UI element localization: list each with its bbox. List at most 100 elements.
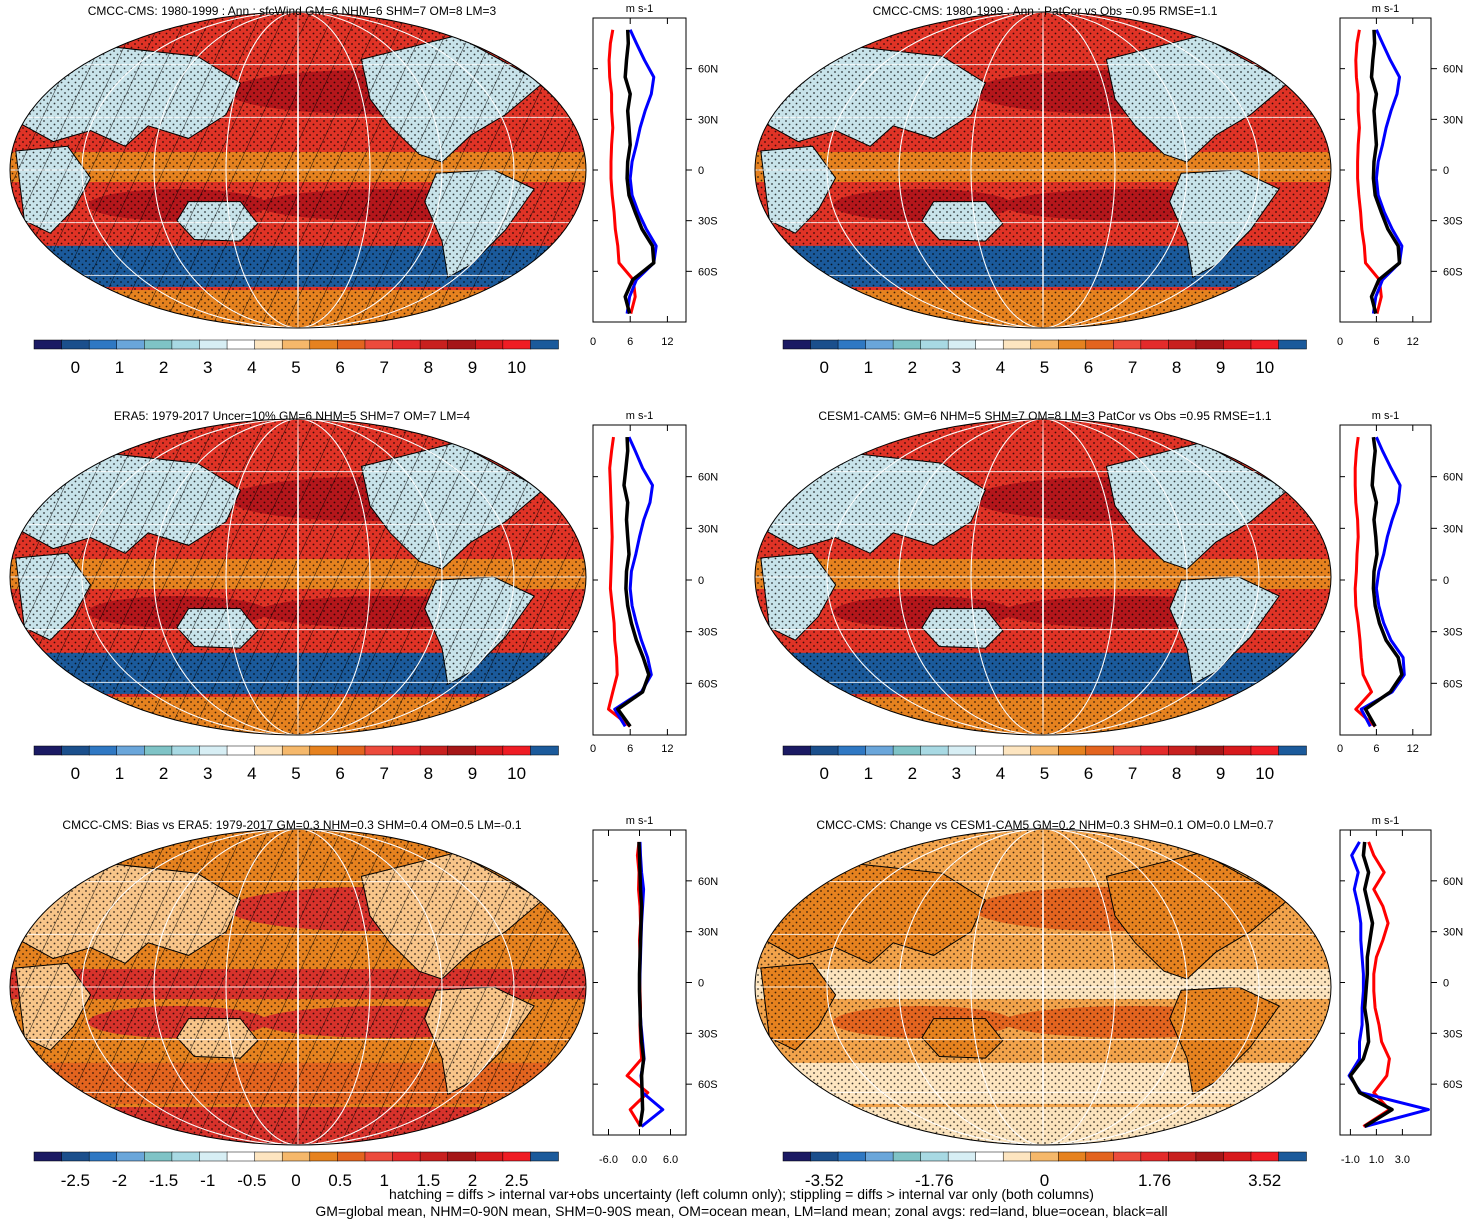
- colorbar-swatch: [337, 745, 366, 756]
- panel-title-2: CMCC-CMS: 1980-1999 : Ann : PatCor vs Ob…: [873, 4, 1218, 18]
- colorbar-swatch: [1168, 339, 1197, 350]
- colorbar-swatch: [1195, 1151, 1225, 1162]
- colorbar-label: 2: [468, 1171, 477, 1190]
- meridian-line: [1042, 829, 1044, 1145]
- zonal-units-label: m s-1: [626, 410, 654, 422]
- colorbar-swatch: [309, 745, 339, 756]
- zonal-plot-1: m s-1 60N 30N 0 30S 60S 0 6 12: [590, 3, 718, 348]
- lat-tick-label: 30N: [1443, 927, 1463, 939]
- zonal-line-land: [607, 436, 632, 728]
- colorbar-swatch: [1278, 339, 1307, 350]
- colorbar-swatch: [837, 339, 867, 350]
- colorbar-swatch: [1140, 1151, 1170, 1162]
- colorbar-swatch: [810, 745, 839, 756]
- meridian-line: [970, 12, 1116, 328]
- colorbar-swatch: [392, 745, 421, 756]
- lat-tick-label: 30N: [698, 927, 718, 939]
- colorbar-swatch: [309, 339, 339, 350]
- colorbar-swatch: [419, 745, 449, 756]
- colorbar-swatch: [1058, 339, 1087, 350]
- colorbar-swatch: [226, 745, 256, 756]
- colorbar-swatch: [309, 1151, 339, 1162]
- colorbar-label: 1: [864, 764, 873, 783]
- colorbar-label: 2.5: [505, 1171, 529, 1190]
- colorbar-swatch: [88, 745, 118, 756]
- colorbar-swatch: [892, 339, 922, 350]
- meridian-line: [153, 12, 443, 328]
- footer-line-1: hatching = diffs > internal var+obs unce…: [389, 1186, 1094, 1202]
- zonal-line-land: [1354, 29, 1383, 314]
- meridian-line: [297, 12, 299, 328]
- colorbar-label: 0: [820, 358, 829, 377]
- meridian-line: [826, 419, 1260, 735]
- colorbar-swatch: [447, 745, 477, 756]
- colorbar-label: 4: [996, 764, 1005, 783]
- map-outline: [9, 828, 587, 1146]
- colorbar-swatch: [447, 339, 477, 350]
- colorbar-swatch: [865, 339, 894, 350]
- zonal-line-ocean: [1359, 436, 1406, 728]
- colorbar-swatch: [392, 339, 421, 350]
- x-tick-label: 0: [590, 743, 596, 755]
- colorbar-label: 7: [380, 358, 389, 377]
- colorbar-swatch: [419, 1151, 449, 1162]
- colorbar-swatch: [61, 1151, 90, 1162]
- colorbar-swatch: [1278, 1151, 1307, 1162]
- colorbar-label: 1.76: [1138, 1171, 1171, 1190]
- panel-title-4: CESM1-CAM5: GM=6 NHM=5 SHM=7 OM=8 LM=3 P…: [818, 409, 1271, 423]
- colorbar-label: 1: [115, 358, 124, 377]
- lat-tick-label: 30N: [1443, 114, 1463, 126]
- map-outline: [754, 418, 1332, 736]
- zonal-plot-6: m s-1 60N 30N 0 30S 60S -1.0 1.0 3.0: [1339, 815, 1463, 1166]
- colorbar-label: 0: [71, 764, 80, 783]
- colorbar-swatch: [1113, 339, 1142, 350]
- colorbar-6: -3.52 -1.76 0 1.76 3.52: [782, 1151, 1307, 1190]
- map-outline: [754, 828, 1332, 1146]
- colorbar-swatch: [226, 1151, 256, 1162]
- colorbar-swatch: [171, 745, 201, 756]
- colorbar-label: 6: [1084, 764, 1093, 783]
- meridian-line: [81, 12, 515, 328]
- colorbar-swatch: [1140, 745, 1170, 756]
- zonal-line-all: [1363, 436, 1404, 728]
- colorbar-swatch: [33, 745, 63, 756]
- x-tick-label: 12: [661, 336, 673, 348]
- colorbar-swatch: [975, 1151, 1004, 1162]
- x-tick-label: 6: [1373, 336, 1379, 348]
- colorbar-label: 3.52: [1248, 1171, 1281, 1190]
- colorbar-label: 5: [1040, 358, 1049, 377]
- colorbar-swatch: [920, 1151, 949, 1162]
- meridian-line: [898, 829, 1188, 1145]
- colorbar-label: 8: [424, 764, 433, 783]
- colorbar-swatch: [782, 339, 812, 350]
- x-tick-label: 3.0: [1395, 1154, 1410, 1166]
- colorbar-label: 9: [468, 764, 477, 783]
- colorbar-swatch: [392, 1151, 421, 1162]
- lat-tick-label: 60S: [1443, 678, 1463, 690]
- colorbar-swatch: [947, 745, 977, 756]
- colorbar-swatch: [1030, 745, 1060, 756]
- colorbar-swatch: [502, 339, 532, 350]
- lat-tick-label: 30N: [1443, 523, 1463, 535]
- colorbar-label: 0: [820, 764, 829, 783]
- colorbar-label: 7: [1128, 358, 1137, 377]
- colorbar-5: -2.5 -2 -1.5 -1 -0.5 0 0.5 1 1.5 2 2.5: [33, 1151, 559, 1190]
- lat-tick-label: 60N: [698, 64, 718, 76]
- colorbar-swatch: [419, 339, 449, 350]
- colorbar-swatch: [975, 339, 1004, 350]
- zonal-line-land: [1362, 841, 1391, 1128]
- colorbar-swatch: [975, 745, 1004, 756]
- footer-line-2: GM=global mean, NHM=0-90N mean, SHM=0-90…: [315, 1203, 1168, 1219]
- colorbar-swatch: [171, 1151, 201, 1162]
- lat-tick-label: 30S: [1443, 1028, 1463, 1040]
- colorbar-swatch: [281, 339, 311, 350]
- colorbar-swatch: [947, 339, 977, 350]
- colorbar-swatch: [837, 745, 867, 756]
- zonal-line-all: [623, 29, 656, 315]
- zonal-line-ocean: [613, 436, 654, 728]
- zonal-plot-5: m s-1 60N 30N 0 30S 60S -6.0 0.0 6.0: [592, 815, 718, 1166]
- x-tick-label: 0.0: [632, 1154, 647, 1166]
- colorbar-label: 6: [1084, 358, 1093, 377]
- colorbar-label: 8: [1172, 764, 1181, 783]
- colorbar-swatch: [33, 339, 63, 350]
